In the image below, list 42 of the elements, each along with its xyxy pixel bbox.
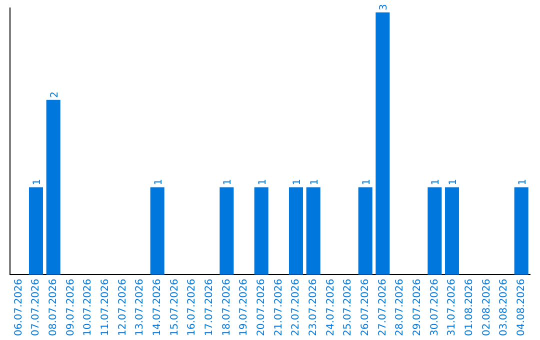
x-tick-label: 08.07.2026 [48, 278, 59, 336]
x-tick-label: 15.07.2026 [169, 278, 180, 336]
x-tick-label: 25.07.2026 [342, 278, 354, 336]
data-label: 1 [309, 178, 320, 186]
data-label: 3 [378, 4, 390, 10]
x-tick-label: 17.07.2026 [204, 278, 215, 336]
data-label: 1 [222, 178, 234, 186]
data-label: 1 [257, 178, 268, 186]
x-tick-label: 20.07.2026 [256, 278, 267, 336]
x-tick-label: 31.07.2026 [446, 278, 458, 336]
x-tick-label: 18.07.2026 [221, 278, 232, 336]
x-tick-label: 01.08.2026 [464, 278, 475, 336]
x-tick-label: 27.07.2026 [377, 278, 388, 336]
data-label: 1 [361, 178, 372, 186]
x-tick-label: 13.07.2026 [134, 278, 146, 336]
x-tick-label: 11.07.2026 [100, 278, 111, 336]
data-label: 1 [32, 178, 43, 186]
x-tick-label: 10.07.2026 [82, 278, 94, 336]
x-tick-label: 28.07.2026 [394, 278, 406, 336]
x-tick-label: 14.07.2026 [152, 278, 163, 336]
data-label: 1 [517, 178, 528, 186]
x-tick-label: 24.07.2026 [325, 278, 336, 336]
x-tick-label: 19.07.2026 [238, 278, 250, 336]
data-label: 1 [448, 178, 459, 186]
x-tick-label: 12.07.2026 [117, 278, 128, 336]
x-tick-label: 21.07.2026 [273, 278, 284, 336]
x-tick-label: 04.08.2026 [516, 278, 527, 336]
x-tick-label: 03.08.2026 [498, 278, 510, 336]
x-tick-label: 23.07.2026 [308, 278, 319, 336]
x-tick-label: 06.07.2026 [13, 278, 24, 336]
data-label: 1 [430, 178, 442, 186]
x-tick-label: 29.07.2026 [412, 278, 423, 336]
x-tick-label: 22.07.2026 [290, 278, 302, 336]
data-label: 2 [49, 91, 60, 98]
x-tick-label: 16.07.2026 [186, 278, 198, 336]
x-tick-label: 26.07.2026 [360, 278, 371, 336]
x-tick-label: 02.08.2026 [481, 278, 492, 336]
x-tick-label: 30.07.2026 [429, 278, 440, 336]
x-tick-label: 07.07.2026 [30, 278, 42, 336]
data-label: 1 [153, 178, 164, 186]
data-label: 1 [292, 178, 303, 186]
x-tick-label: 09.07.2026 [65, 278, 76, 336]
